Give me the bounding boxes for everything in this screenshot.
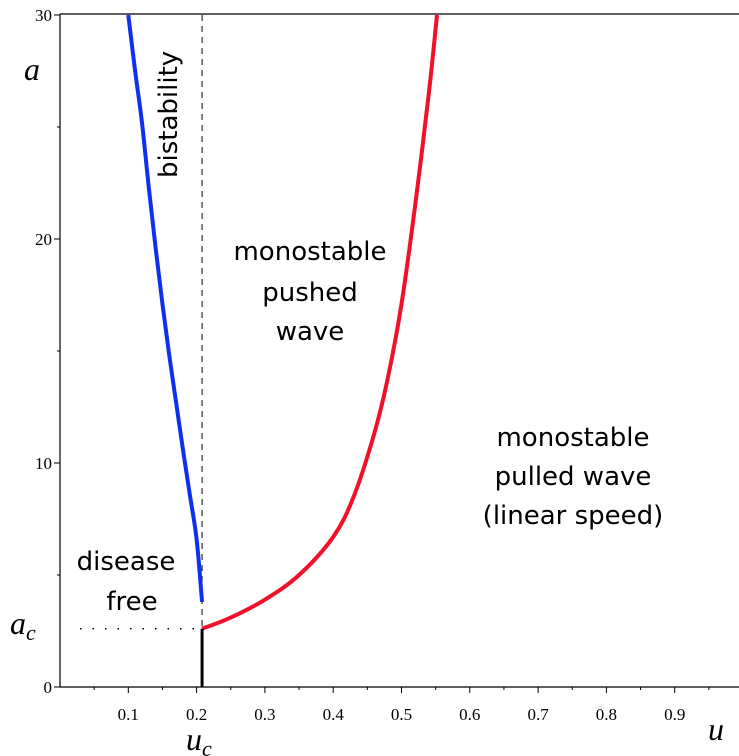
- red-curve: [201, 14, 440, 631]
- svg-text:disease: disease: [77, 547, 176, 577]
- svg-text:uc: uc: [186, 721, 212, 756]
- x-tick-label: 0.6: [459, 705, 480, 724]
- x-tick-label: 0.2: [186, 705, 207, 724]
- tick-group: 0.1 0.2 0.3 0.4 0.5 0.6 0.7 0.8 0.9 0 10 20 30: [35, 6, 710, 724]
- uc-label: uc: [186, 721, 212, 756]
- pulled-wave-label: monostable pulled wave (linear speed): [483, 423, 664, 531]
- reference-lines: [80, 15, 203, 630]
- y-tick-label: 0: [44, 678, 53, 697]
- x-tick-label: 0.3: [254, 705, 275, 724]
- svg-text:ac: ac: [10, 605, 36, 645]
- ac-label: ac: [10, 605, 36, 645]
- svg-text:free: free: [106, 587, 157, 617]
- x-tick-label: 0.5: [391, 705, 412, 724]
- y-tick-label: 30: [35, 6, 52, 25]
- x-tick-label: 0.4: [323, 705, 345, 724]
- x-axis-label: u: [708, 711, 724, 747]
- x-tick-label: 0.8: [596, 705, 617, 724]
- y-tick-label: 20: [35, 230, 52, 249]
- blue-curve: [126, 14, 205, 603]
- x-tick-label: 0.1: [118, 705, 139, 724]
- y-axis-label: a: [24, 51, 40, 87]
- bistability-label: bistability: [154, 51, 184, 178]
- svg-text:pulled wave: pulled wave: [495, 462, 652, 492]
- curve-group: [126, 14, 440, 687]
- svg-text:pushed: pushed: [262, 278, 358, 308]
- x-tick-label: 0.9: [664, 705, 685, 724]
- disease-free-label: disease free: [77, 547, 176, 617]
- svg-text:wave: wave: [276, 317, 345, 347]
- svg-text:monostable: monostable: [496, 423, 649, 453]
- svg-text:monostable: monostable: [233, 237, 386, 267]
- svg-text:(linear speed): (linear speed): [483, 501, 664, 531]
- pushed-wave-label: monostable pushed wave: [233, 237, 386, 347]
- x-tick-label: 0.7: [527, 705, 549, 724]
- y-tick-label: 10: [35, 454, 52, 473]
